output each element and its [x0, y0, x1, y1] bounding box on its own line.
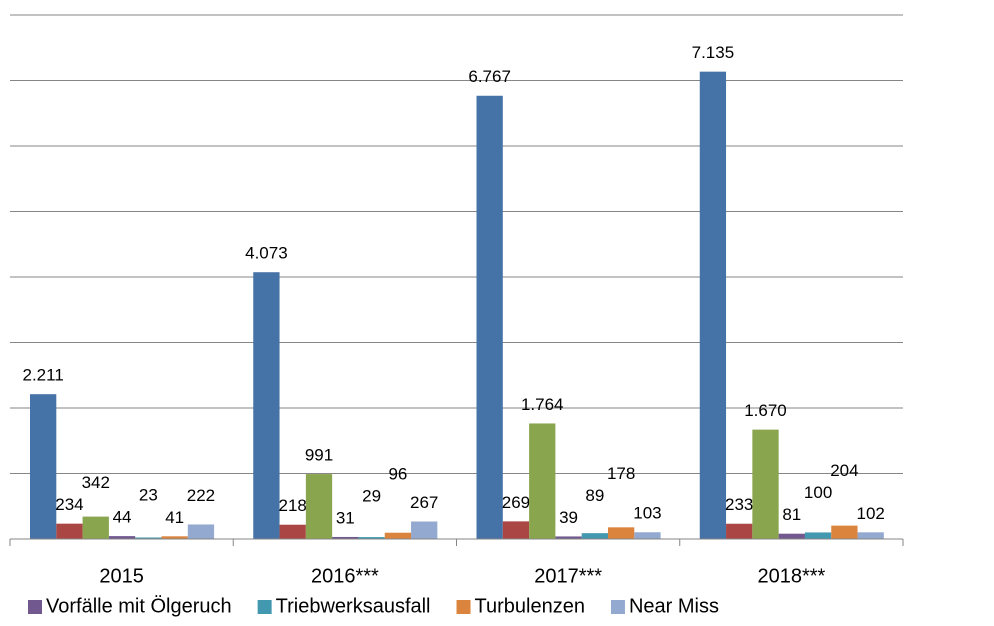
bar [56, 523, 83, 539]
bar [555, 536, 582, 539]
bar [502, 521, 530, 539]
legend-swatch [257, 600, 272, 614]
x-tick-label: 2016*** [311, 565, 379, 587]
value-label: 204 [830, 461, 858, 480]
value-label: 44 [113, 508, 132, 527]
value-label: 31 [336, 508, 355, 527]
value-label: 342 [82, 473, 110, 492]
value-label: 4.073 [245, 244, 288, 263]
value-label: 2.211 [23, 366, 64, 385]
bar [778, 533, 805, 539]
bar [384, 532, 412, 539]
bar [726, 523, 753, 539]
value-label: 222 [187, 486, 215, 505]
bar [332, 536, 359, 539]
value-label: 81 [782, 505, 801, 524]
legend-swatch [610, 600, 625, 614]
value-label: 39 [559, 508, 578, 527]
legend-swatch [456, 600, 471, 614]
legend-swatch [28, 600, 42, 614]
bar [358, 537, 385, 539]
value-label: 178 [607, 464, 635, 483]
bar [279, 524, 306, 539]
value-label: 102 [857, 504, 885, 523]
value-label: 234 [55, 495, 83, 514]
bar [581, 533, 608, 539]
value-label: 233 [725, 495, 753, 514]
bar [804, 532, 832, 539]
bar [187, 524, 215, 539]
bar [305, 474, 333, 539]
bar [529, 423, 556, 539]
bar [82, 516, 109, 539]
bar [108, 536, 136, 539]
legend-label: Vorfälle mit Ölgeruch [46, 595, 232, 617]
x-tick-label: 2017*** [534, 565, 602, 587]
legend-label: Turbulenzen [475, 595, 585, 617]
bar [608, 527, 635, 539]
value-label: 89 [585, 486, 604, 505]
value-label: 1.764 [521, 395, 564, 414]
bar [752, 429, 779, 539]
value-label: 96 [388, 464, 407, 483]
bar [30, 394, 57, 539]
value-label: 7.135 [692, 43, 735, 62]
value-label: 269 [502, 493, 530, 512]
value-label: 103 [633, 504, 661, 523]
value-label: 29 [362, 486, 381, 505]
bar [476, 95, 503, 539]
x-tick-label: 2015 [99, 565, 144, 587]
bar [135, 537, 162, 539]
bar [411, 521, 438, 539]
bar [634, 532, 661, 539]
bar [699, 71, 727, 539]
value-label: 41 [165, 508, 184, 527]
bar [253, 272, 280, 539]
legend-label: Triebwerksausfall [276, 595, 431, 617]
value-label: 991 [305, 446, 333, 465]
value-label: 267 [410, 493, 438, 512]
bar [161, 536, 188, 539]
value-label: 23 [139, 486, 158, 505]
x-tick-label: 2018*** [757, 565, 825, 587]
value-label: 1.670 [744, 401, 787, 420]
bar [831, 525, 858, 539]
bar [857, 532, 884, 539]
value-label: 100 [804, 483, 832, 502]
legend-label: Near Miss [629, 595, 719, 617]
value-label: 218 [279, 496, 307, 515]
value-label: 6.767 [468, 67, 511, 86]
